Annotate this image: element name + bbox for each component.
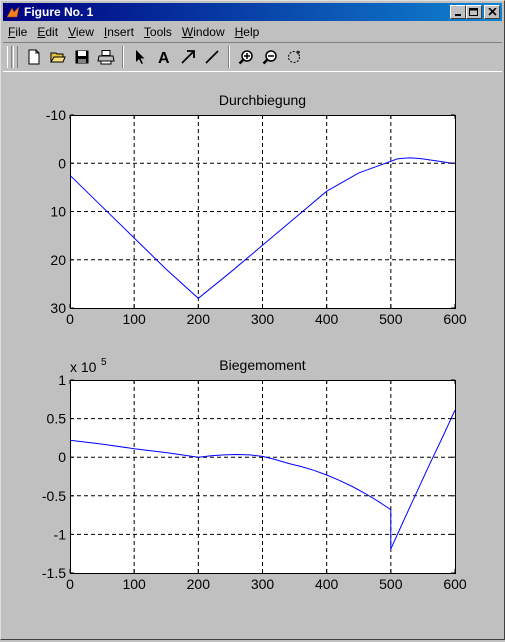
open-folder-icon (50, 52, 66, 63)
y-tick-label: 30 (50, 300, 66, 316)
menu-insert[interactable]: Insert (103, 25, 134, 39)
print-icon (97, 50, 115, 65)
y-tick-label: -10 (46, 107, 66, 123)
x-tick-label: 200 (187, 576, 211, 592)
y-tick-label: 0 (58, 155, 66, 171)
print-button[interactable] (94, 45, 118, 69)
figure-svg: 0 100 200 300 400 500 600-100102030Durchbiegun… (42, 92, 467, 592)
rotate-icon (288, 50, 301, 63)
x-tick-label: 300 (251, 311, 275, 327)
zoom-out-button[interactable] (258, 45, 282, 69)
toolbar: A (3, 42, 502, 72)
figure-canvas: 0 100 200 300 400 500 600 -10 0 10 20 30 Durchbiegun… (3, 73, 502, 637)
menu-help[interactable]: Help (234, 25, 260, 39)
y-tick-label: -1.5 (42, 565, 66, 581)
zoom-in-icon (238, 50, 253, 65)
y-exponent-label: x 10 (70, 359, 97, 375)
insert-text-icon: A (158, 50, 170, 65)
menu-edit[interactable]: Edit (37, 25, 59, 39)
menu-bar: File Edit View Insert Tools Window Help (3, 23, 502, 41)
x-tick-label: 0 (66, 576, 74, 592)
y-tick-label: 10 (50, 204, 66, 220)
x-tick-label: 400 (315, 311, 339, 327)
y-tick-label: 1 (58, 372, 66, 388)
new-file-icon (28, 49, 40, 65)
toolbar-separator (122, 46, 124, 68)
y-tick-label: 20 (50, 252, 66, 268)
x-tick-label: 100 (122, 576, 146, 592)
x-tick-label: 400 (315, 576, 339, 592)
save-icon (75, 50, 89, 64)
axes-durchbiegung[interactable]: 0 100 200 300 400 500 600 -10 0 10 20 30 Durchbiegun… (46, 92, 467, 327)
insert-text-button[interactable]: A (152, 45, 176, 69)
window-title: Figure No. 1 (24, 5, 94, 19)
x-tick-label: 300 (251, 576, 275, 592)
open-file-button[interactable] (46, 45, 70, 69)
insert-arrow-icon (181, 50, 195, 64)
insert-line-icon (205, 50, 219, 64)
save-button[interactable] (70, 45, 94, 69)
x-tick-label: 600 (443, 311, 467, 327)
close-icon (487, 8, 497, 16)
menu-view[interactable]: View (68, 25, 94, 39)
title-bar[interactable]: Figure No. 1 (3, 3, 502, 21)
x-tick-label: 0 (66, 311, 74, 327)
x-tick-label: 200 (187, 311, 211, 327)
matlab-logo-icon (5, 4, 21, 20)
zoom-out-icon (262, 50, 277, 65)
y-tick-label: 0.5 (47, 411, 67, 427)
menu-file[interactable]: File (8, 25, 28, 39)
toolbar-grip[interactable] (13, 46, 18, 68)
series-line-0 (69, 409, 456, 550)
y-tick-label: -0.5 (42, 488, 66, 504)
menu-tools[interactable]: Tools (143, 25, 172, 39)
minimize-button[interactable] (450, 5, 466, 19)
rotate-3d-button[interactable] (282, 45, 306, 69)
maximize-icon (469, 7, 478, 16)
y-tick-label: -1 (54, 526, 67, 542)
chart-title: Biegemoment (219, 357, 305, 373)
y-tick-label: 0 (58, 449, 66, 465)
edit-plot-button[interactable] (128, 45, 152, 69)
maximize-button[interactable] (466, 5, 482, 19)
x-tick-label: 100 (122, 311, 146, 327)
insert-arrow-button[interactable] (176, 45, 200, 69)
x-tick-label: 500 (379, 311, 403, 327)
menu-window[interactable]: Window (181, 25, 225, 39)
insert-line-button[interactable] (200, 45, 224, 69)
chart-title: Durchbiegung (219, 92, 306, 108)
minimize-icon (455, 14, 461, 16)
x-tick-label: 600 (443, 576, 467, 592)
series-line-0 (69, 157, 456, 299)
y-exponent-power: 5 (101, 357, 107, 368)
select-arrow-icon (136, 50, 145, 64)
new-figure-button[interactable] (22, 45, 46, 69)
toolbar-grip[interactable] (7, 46, 12, 68)
zoom-in-button[interactable] (234, 45, 258, 69)
x-tick-label: 500 (379, 576, 403, 592)
close-button[interactable] (484, 5, 500, 19)
toolbar-separator (228, 46, 230, 68)
svg-text:A: A (158, 50, 170, 65)
axes-biegemoment[interactable]: 0 100 200 300 400 500 600 1 0.5 0 -0.5 -1 -1.5 Biegem… (42, 357, 467, 592)
